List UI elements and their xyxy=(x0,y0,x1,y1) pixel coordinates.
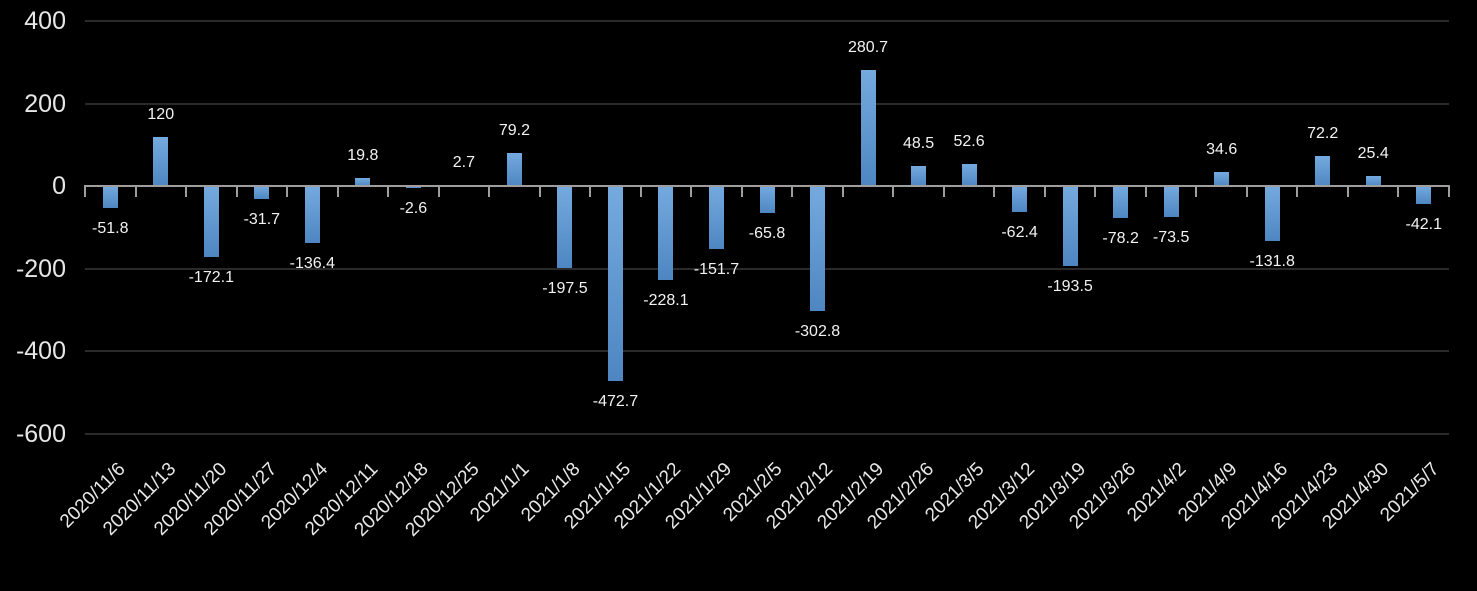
bar xyxy=(506,153,522,187)
x-axis-tick xyxy=(791,185,794,198)
bar-value-label: -65.8 xyxy=(748,225,786,243)
gridline xyxy=(85,267,1449,270)
bar xyxy=(254,186,270,200)
bar-value-label: -151.7 xyxy=(693,260,740,278)
bar xyxy=(1365,175,1381,187)
bar xyxy=(304,186,320,243)
bar-value-label: 280.7 xyxy=(848,39,889,57)
y-axis-tick-label: -400 xyxy=(15,337,66,366)
x-axis-tick xyxy=(286,185,289,198)
x-axis-tick xyxy=(1245,185,1248,198)
bar-value-label: -62.4 xyxy=(1001,223,1038,241)
bar-value-label: -193.5 xyxy=(1047,278,1093,296)
gridline xyxy=(85,102,1449,105)
x-axis-tick xyxy=(993,185,996,198)
bar xyxy=(1062,186,1078,267)
bar-value-label: -78.2 xyxy=(1102,230,1139,248)
bar xyxy=(961,164,977,187)
x-axis-tick xyxy=(1195,185,1198,198)
bar-value-label: -136.4 xyxy=(289,254,336,272)
x-axis-tick xyxy=(1346,185,1349,198)
bar-value-label: -228.1 xyxy=(643,292,689,310)
bar xyxy=(810,186,826,312)
bar-value-label: 79.2 xyxy=(498,122,530,140)
x-axis-tick xyxy=(134,185,137,198)
x-axis-tick xyxy=(1448,185,1450,198)
x-axis-tick xyxy=(336,185,339,198)
x-axis-tick xyxy=(690,185,693,198)
x-axis-tick xyxy=(387,185,390,198)
x-axis-tick xyxy=(1397,185,1400,198)
bar xyxy=(557,186,573,268)
gridline xyxy=(85,433,1449,435)
x-axis-tick xyxy=(1094,185,1097,198)
zero-axis-line xyxy=(85,185,1449,188)
bar xyxy=(1163,186,1179,217)
bar-value-label: -42.1 xyxy=(1405,215,1442,233)
x-axis-tick xyxy=(841,185,844,198)
y-axis-tick-label: -600 xyxy=(15,420,66,448)
y-axis-tick-label: 200 xyxy=(24,89,66,118)
bar xyxy=(203,186,219,258)
bar xyxy=(708,186,724,249)
bar xyxy=(1113,186,1129,219)
bar-value-label: 120 xyxy=(147,105,175,123)
x-axis-tick xyxy=(84,185,86,198)
x-axis-tick xyxy=(437,185,440,198)
gridline xyxy=(85,20,1449,22)
bar xyxy=(1315,156,1331,187)
bar-value-label: -197.5 xyxy=(542,279,588,297)
x-axis-tick xyxy=(1043,185,1046,198)
x-axis-tick xyxy=(185,185,188,198)
bar xyxy=(607,186,623,382)
bar-value-label: -73.5 xyxy=(1152,228,1190,246)
y-axis-tick-label: 0 xyxy=(52,172,66,201)
bar-value-label: 52.6 xyxy=(953,133,985,151)
x-axis-tick xyxy=(942,185,945,198)
bar-value-label: -472.7 xyxy=(592,393,639,411)
y-axis-tick-label: 400 xyxy=(24,7,66,35)
bar-value-label: -2.6 xyxy=(399,199,428,217)
bar-value-label: 34.6 xyxy=(1206,140,1238,158)
bar-value-label: 48.5 xyxy=(902,135,935,153)
bar xyxy=(860,70,876,187)
x-axis-tick xyxy=(639,185,642,198)
bar xyxy=(911,166,927,187)
x-axis-tick xyxy=(488,185,491,198)
x-axis-tick xyxy=(892,185,895,198)
bar-value-label: 2.7 xyxy=(452,153,475,171)
x-axis-tick xyxy=(589,185,592,198)
bar-value-label: -51.8 xyxy=(92,219,129,237)
bar xyxy=(355,178,371,187)
x-axis-tick xyxy=(538,185,541,198)
bar xyxy=(153,136,169,187)
bar xyxy=(1416,186,1432,204)
y-axis-tick-label: -200 xyxy=(15,254,66,283)
bar-value-label: -302.8 xyxy=(794,323,841,341)
bar-value-label: 72.2 xyxy=(1307,125,1339,143)
bar-value-label: 19.8 xyxy=(347,147,379,165)
bar-value-label: 25.4 xyxy=(1357,144,1389,162)
gridline xyxy=(85,350,1449,353)
x-axis-tick xyxy=(740,185,743,198)
x-axis-tick xyxy=(1296,185,1299,198)
bar-value-label: -131.8 xyxy=(1249,252,1295,270)
x-axis-tick xyxy=(1144,185,1147,198)
bar xyxy=(102,186,118,208)
x-axis-tick xyxy=(235,185,238,198)
bar-value-label: -31.7 xyxy=(243,211,281,229)
bar xyxy=(1264,186,1280,241)
bar-value-label: -172.1 xyxy=(188,269,234,287)
bar xyxy=(658,186,674,281)
bar xyxy=(759,186,775,214)
bar xyxy=(1214,171,1230,187)
bar xyxy=(1012,186,1028,212)
